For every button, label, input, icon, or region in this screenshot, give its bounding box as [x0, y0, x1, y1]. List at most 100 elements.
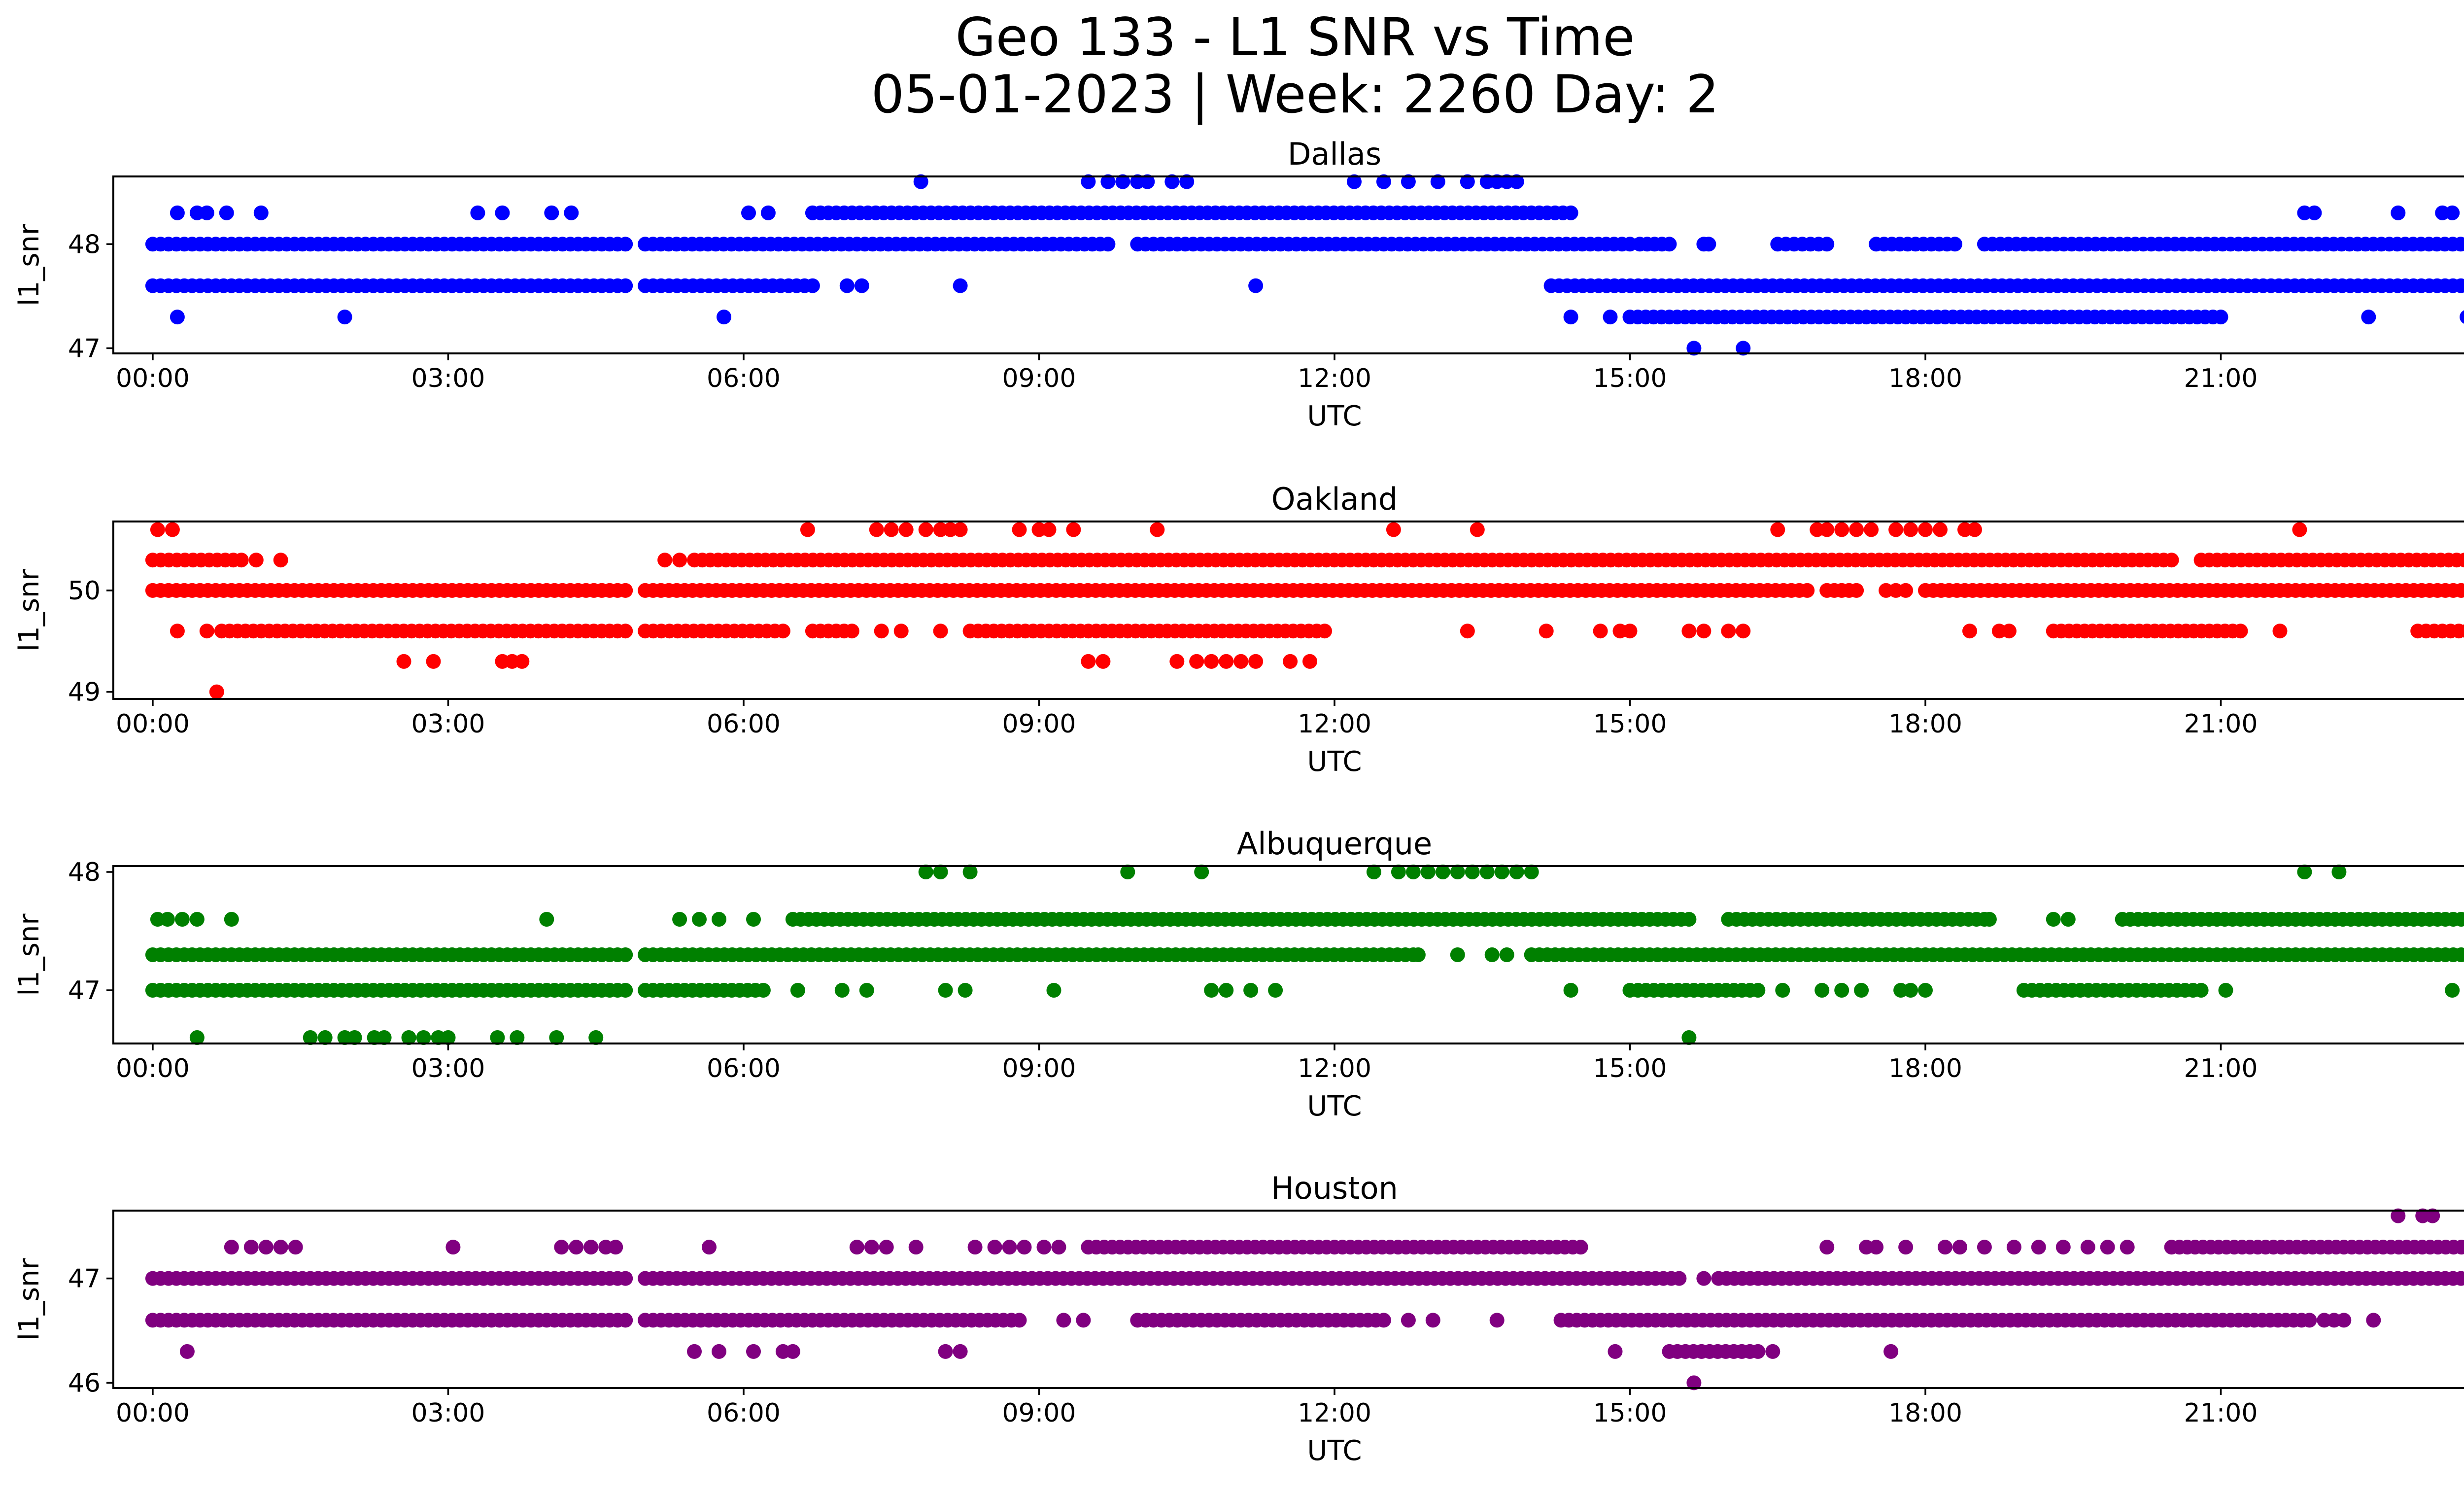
- data-point: [1081, 174, 1096, 189]
- data-point: [1819, 522, 1835, 537]
- data-point: [1189, 654, 1204, 669]
- data-point: [618, 1271, 633, 1286]
- data-point: [588, 1030, 604, 1045]
- data-point: [170, 310, 185, 325]
- data-point: [953, 278, 968, 293]
- dallas-points: [145, 174, 2464, 356]
- data-point: [1302, 654, 1317, 669]
- data-point: [1539, 624, 1554, 639]
- data-point: [2462, 949, 2464, 961]
- data-point: [2453, 278, 2464, 293]
- y-tick-label: 48: [68, 230, 101, 259]
- data-point: [712, 1344, 726, 1359]
- data-point: [618, 278, 633, 293]
- x-tick-label: 21:00: [2184, 1398, 2258, 1428]
- data-point: [258, 1240, 274, 1255]
- data-point: [1425, 1313, 1440, 1328]
- data-point: [1056, 1313, 1071, 1328]
- data-point: [1347, 174, 1362, 189]
- data-point: [490, 1030, 505, 1045]
- data-point: [618, 583, 633, 598]
- data-point: [884, 522, 899, 537]
- data-point: [2457, 553, 2464, 568]
- data-point: [918, 865, 933, 879]
- data-point: [1819, 1240, 1835, 1255]
- houston-panel: Houston 00:00 03:00 06:00 09:00 12:00 15:00 18:…: [13, 1170, 2464, 1467]
- data-point: [2462, 1242, 2464, 1252]
- data-point: [2006, 1240, 2021, 1255]
- data-point: [1750, 1344, 1766, 1359]
- data-point: [1081, 654, 1096, 669]
- dallas-panel: Dallas 00:00 03:00 06:00 09:00 12:00 15:00 18:0…: [13, 136, 2464, 432]
- data-point: [1283, 654, 1298, 669]
- data-point: [1681, 912, 1697, 927]
- x-tick-label: 21:00: [2184, 364, 2258, 393]
- data-point: [1120, 865, 1135, 879]
- data-point: [1219, 983, 1234, 998]
- houston-y-axis-label: l1_snr: [13, 1258, 45, 1341]
- data-point: [1696, 624, 1711, 639]
- data-point: [1366, 865, 1381, 879]
- figure-title-line1: Geo 133 - L1 SNR vs Time: [955, 7, 1635, 68]
- data-point: [1115, 174, 1130, 189]
- data-point: [1036, 1240, 1052, 1255]
- data-point: [2055, 1240, 2071, 1255]
- data-point: [1869, 1240, 1884, 1255]
- data-point: [539, 912, 554, 927]
- data-point: [1524, 865, 1539, 879]
- data-point: [179, 1344, 195, 1359]
- data-point: [243, 1240, 259, 1255]
- data-point: [2100, 1240, 2115, 1255]
- data-point: [1765, 1344, 1780, 1359]
- oakland-y-axis-label: l1_snr: [13, 569, 45, 652]
- data-point: [1470, 522, 1485, 537]
- data-point: [165, 522, 180, 537]
- albuquerque-title: Albuquerque: [1237, 826, 1432, 862]
- x-tick-label: 12:00: [1298, 1398, 1371, 1428]
- oakland-points: [145, 522, 2464, 699]
- data-point: [1465, 865, 1480, 879]
- data-point: [2391, 1208, 2406, 1223]
- x-tick-label: 15:00: [1593, 364, 1667, 393]
- data-point: [755, 983, 771, 998]
- data-point: [1405, 865, 1421, 879]
- data-point: [1041, 522, 1057, 537]
- data-point: [1066, 522, 1081, 537]
- albuquerque-panel: Albuquerque 00:00 03:00 06:00 09:00 12:00 15:0…: [13, 826, 2464, 1122]
- data-point: [672, 553, 687, 568]
- houston-points: [145, 1208, 2464, 1391]
- data-point: [1401, 1313, 1416, 1328]
- data-point: [347, 1030, 362, 1045]
- data-point: [1854, 983, 1869, 998]
- data-point: [1435, 865, 1450, 879]
- oakland-panel: Oakland 00:00 03:00 06:00 09:00 12:00 15:00 18:…: [13, 481, 2464, 778]
- data-point: [470, 205, 485, 220]
- data-point: [1800, 583, 1815, 598]
- data-point: [1775, 983, 1790, 998]
- x-tick-label: 03:00: [411, 364, 485, 393]
- data-point: [1095, 654, 1111, 669]
- houston-title: Houston: [1271, 1170, 1398, 1206]
- data-point: [2454, 912, 2464, 927]
- data-point: [2391, 205, 2406, 220]
- data-point: [1849, 522, 1864, 537]
- dallas-y-axis-label: l1_snr: [13, 223, 45, 306]
- houston-x-axis-label: UTC: [1307, 1435, 1362, 1467]
- data-point: [1376, 174, 1391, 189]
- data-point: [288, 1240, 303, 1255]
- data-point: [1376, 1313, 1391, 1328]
- data-point: [657, 553, 673, 568]
- data-point: [1967, 522, 1982, 537]
- data-point: [692, 912, 707, 927]
- data-point: [219, 205, 234, 220]
- data-point: [1681, 1030, 1697, 1045]
- x-tick-label: 06:00: [707, 1398, 781, 1428]
- data-point: [702, 1240, 717, 1255]
- data-point: [1509, 174, 1524, 189]
- data-point: [337, 310, 352, 325]
- data-point: [564, 205, 579, 220]
- data-point: [1460, 174, 1475, 189]
- data-point: [913, 174, 928, 189]
- data-point: [958, 983, 973, 998]
- data-point: [170, 205, 185, 220]
